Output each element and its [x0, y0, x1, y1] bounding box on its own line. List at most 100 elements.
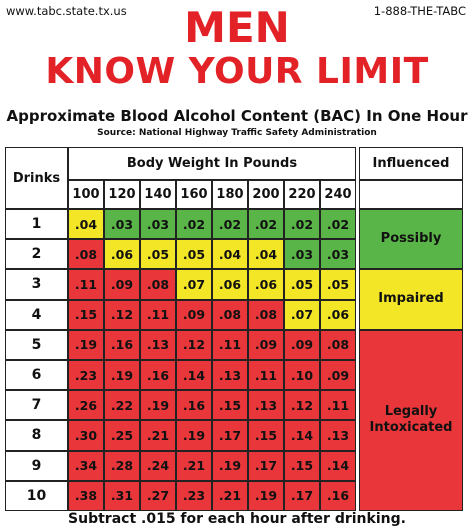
- drink-count: 6: [5, 360, 68, 391]
- bac-value-cell: .38: [68, 480, 104, 511]
- bac-value-cell: .05: [140, 239, 176, 270]
- bac-value-cell: .04: [212, 239, 248, 270]
- influence-band-label: Legally Intoxicated: [370, 404, 453, 437]
- bac-value-cell: .25: [104, 420, 140, 451]
- bac-value-cell: .03: [104, 209, 140, 240]
- footer-note: Subtract .015 for each hour after drinki…: [68, 511, 406, 527]
- bac-value-cell: .21: [176, 450, 212, 481]
- bac-value-cell: .02: [176, 209, 212, 240]
- bac-value-cell: .11: [248, 360, 284, 391]
- body-weight-header: Body Weight In Pounds: [68, 147, 356, 180]
- influence-band-label: Possibly: [381, 231, 442, 247]
- bac-value-cell: .26: [68, 390, 104, 421]
- bac-value-cell: .17: [212, 420, 248, 451]
- bac-value-cell: .15: [212, 390, 248, 421]
- bac-value-cell: .06: [320, 299, 356, 330]
- weight-column-header: 160: [176, 180, 212, 209]
- weight-column-header: 120: [104, 180, 140, 209]
- drink-count: 7: [5, 390, 68, 421]
- bac-value-cell: .31: [104, 480, 140, 511]
- bac-value-cell: .11: [68, 269, 104, 300]
- weight-column-header: 100: [68, 180, 104, 209]
- title-men: MEN: [184, 3, 290, 52]
- bac-value-cell: .14: [320, 450, 356, 481]
- influenced-header: Influenced: [359, 147, 463, 180]
- drink-count: 5: [5, 329, 68, 360]
- weight-column-header: 180: [212, 180, 248, 209]
- bac-value-cell: .06: [248, 269, 284, 300]
- bac-value-cell: .13: [212, 360, 248, 391]
- bac-value-cell: .02: [284, 209, 320, 240]
- bac-value-cell: .30: [68, 420, 104, 451]
- bac-value-cell: .14: [176, 360, 212, 391]
- bac-value-cell: .08: [68, 239, 104, 270]
- bac-value-cell: .03: [140, 209, 176, 240]
- bac-value-cell: .28: [104, 450, 140, 481]
- drinks-header: Drinks: [5, 147, 68, 209]
- drink-count: 8: [5, 420, 68, 451]
- bac-value-cell: .11: [320, 390, 356, 421]
- bac-value-cell: .19: [212, 450, 248, 481]
- drink-count: 2: [5, 239, 68, 270]
- bac-value-cell: .16: [320, 480, 356, 511]
- chart-subtitle: Approximate Blood Alcohol Content (BAC) …: [6, 107, 468, 125]
- bac-value-cell: .13: [140, 329, 176, 360]
- influence-band-label-line: Intoxicated: [369, 420, 453, 436]
- influence-band-l: Legally Intoxicated: [359, 329, 463, 511]
- bac-value-cell: .11: [140, 299, 176, 330]
- bac-value-cell: .14: [284, 420, 320, 451]
- bac-value-cell: .02: [212, 209, 248, 240]
- website-url: www.tabc.state.tx.us: [6, 4, 127, 18]
- bac-value-cell: .09: [248, 329, 284, 360]
- bac-value-cell: .10: [284, 360, 320, 391]
- bac-value-cell: .21: [140, 420, 176, 451]
- bac-value-cell: .19: [140, 390, 176, 421]
- bac-value-cell: .02: [320, 209, 356, 240]
- bac-value-cell: .15: [284, 450, 320, 481]
- bac-value-cell: .02: [248, 209, 284, 240]
- bac-value-cell: .23: [68, 360, 104, 391]
- drink-count: 1: [5, 209, 68, 240]
- bac-value-cell: .15: [248, 420, 284, 451]
- bac-value-cell: .15: [68, 299, 104, 330]
- bac-value-cell: .05: [284, 269, 320, 300]
- weight-column-header: 200: [248, 180, 284, 209]
- bac-value-cell: .19: [176, 420, 212, 451]
- source-note: Source: National Highway Traffic Safety …: [97, 128, 377, 138]
- bac-value-cell: .05: [320, 269, 356, 300]
- bac-value-cell: .27: [140, 480, 176, 511]
- influenced-subheader: [359, 180, 463, 209]
- bac-value-cell: .03: [284, 239, 320, 270]
- bac-value-cell: .16: [176, 390, 212, 421]
- bac-value-cell: .19: [248, 480, 284, 511]
- drink-count: 4: [5, 299, 68, 330]
- bac-value-cell: .09: [176, 299, 212, 330]
- bac-value-cell: .04: [248, 239, 284, 270]
- bac-value-cell: .12: [176, 329, 212, 360]
- bac-value-cell: .03: [320, 239, 356, 270]
- bac-value-cell: .08: [320, 329, 356, 360]
- bac-value-cell: .19: [104, 360, 140, 391]
- weight-column-header: 140: [140, 180, 176, 209]
- bac-value-cell: .22: [104, 390, 140, 421]
- bac-value-cell: .08: [248, 299, 284, 330]
- bac-value-cell: .05: [176, 239, 212, 270]
- bac-value-cell: .08: [140, 269, 176, 300]
- weight-column-header: 220: [284, 180, 320, 209]
- bac-value-cell: .23: [176, 480, 212, 511]
- weight-column-header: 240: [320, 180, 356, 209]
- bac-value-cell: .12: [284, 390, 320, 421]
- influence-band-i: Impaired: [359, 269, 463, 330]
- bac-value-cell: .04: [68, 209, 104, 240]
- phone-number: 1-888-THE-TABC: [373, 4, 466, 18]
- bac-value-cell: .24: [140, 450, 176, 481]
- bac-value-cell: .19: [68, 329, 104, 360]
- influence-band-label-line: Impaired: [378, 291, 444, 307]
- influence-band-label-line: Possibly: [380, 231, 442, 247]
- bac-value-cell: .34: [68, 450, 104, 481]
- bac-value-cell: .17: [284, 480, 320, 511]
- bac-value-cell: .08: [212, 299, 248, 330]
- bac-value-cell: .17: [248, 450, 284, 481]
- bac-value-cell: .09: [284, 329, 320, 360]
- bac-value-cell: .06: [212, 269, 248, 300]
